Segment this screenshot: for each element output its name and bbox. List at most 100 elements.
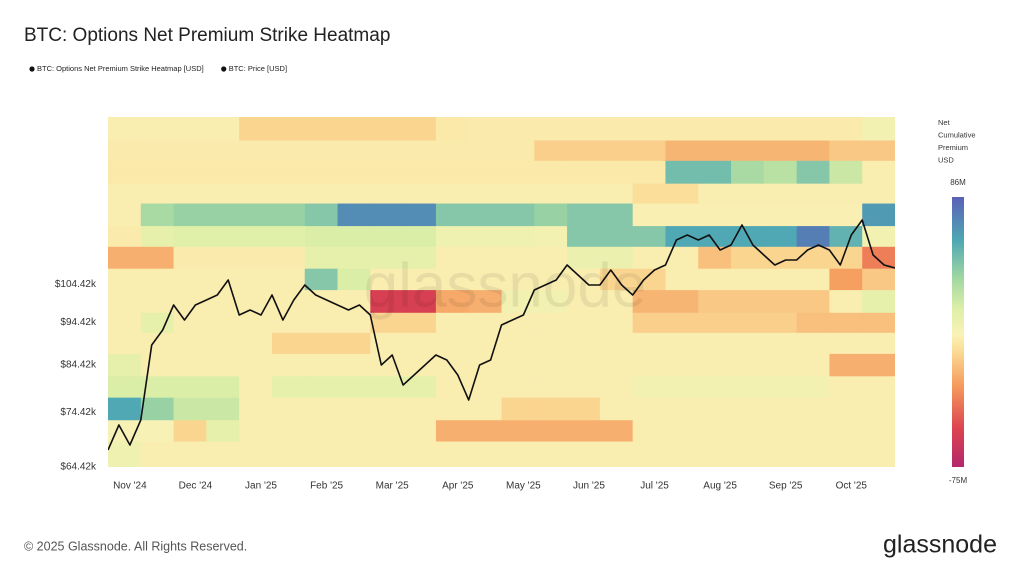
heat-cell bbox=[698, 397, 732, 421]
heat-cell bbox=[403, 183, 437, 204]
heat-cell bbox=[534, 268, 568, 291]
heat-cell bbox=[599, 160, 634, 184]
heat-cell bbox=[829, 203, 863, 227]
x-tick-label: Nov '24 bbox=[113, 481, 147, 492]
heat-cell bbox=[468, 312, 502, 333]
heat-cell bbox=[862, 332, 895, 354]
heat-cell bbox=[337, 246, 371, 269]
heat-cell bbox=[468, 441, 502, 467]
heat-cell bbox=[632, 140, 666, 161]
heat-cell bbox=[534, 117, 568, 141]
heat-cell bbox=[403, 332, 437, 354]
heat-cell bbox=[796, 140, 830, 161]
heat-cell bbox=[829, 225, 863, 247]
heat-cell bbox=[239, 203, 273, 227]
heat-cell bbox=[140, 225, 175, 247]
heat-cell bbox=[271, 203, 306, 227]
heat-cell bbox=[698, 268, 732, 291]
heat-cell bbox=[239, 183, 273, 204]
heat-cell bbox=[239, 246, 273, 269]
heat-cell bbox=[468, 140, 502, 161]
heat-cell bbox=[731, 332, 765, 354]
heat-cell bbox=[206, 225, 240, 247]
heat-cell bbox=[862, 353, 895, 377]
heat-cell bbox=[108, 117, 142, 141]
x-tick-label: Dec '24 bbox=[179, 481, 213, 492]
heat-cell bbox=[829, 289, 863, 313]
heat-cell bbox=[763, 225, 798, 247]
heat-cell bbox=[534, 203, 568, 227]
heat-cell bbox=[698, 183, 732, 204]
heat-cell bbox=[698, 332, 732, 354]
heat-cell bbox=[239, 117, 273, 141]
heat-cell bbox=[370, 246, 404, 269]
heat-cell bbox=[403, 419, 437, 442]
heat-cell bbox=[304, 160, 339, 184]
heat-cell bbox=[862, 140, 895, 161]
heat-cell bbox=[403, 140, 437, 161]
heat-cell bbox=[173, 419, 207, 442]
heat-cell bbox=[796, 353, 830, 377]
heat-cell bbox=[763, 419, 798, 442]
heat-cell bbox=[665, 289, 699, 313]
heat-cell bbox=[829, 332, 863, 354]
watermark: glassnode bbox=[364, 251, 647, 320]
heat-cell bbox=[271, 312, 306, 333]
x-tick-label: Sep '25 bbox=[769, 481, 803, 492]
heat-cell bbox=[763, 268, 798, 291]
heat-cell bbox=[403, 160, 437, 184]
heat-cell bbox=[435, 441, 470, 467]
heat-cell bbox=[632, 289, 666, 313]
heat-cell bbox=[304, 225, 339, 247]
heat-cell bbox=[599, 419, 634, 442]
heat-cell bbox=[140, 268, 175, 291]
colorbar-title: Premium bbox=[938, 143, 968, 152]
heat-cell bbox=[403, 225, 437, 247]
heat-cell bbox=[862, 203, 895, 227]
heat-cell bbox=[173, 203, 207, 227]
heat-cell bbox=[239, 289, 273, 313]
heat-cell bbox=[632, 160, 666, 184]
heat-cell bbox=[665, 397, 699, 421]
heat-cell bbox=[731, 289, 765, 313]
heat-cell bbox=[501, 441, 535, 467]
heat-cell bbox=[567, 203, 601, 227]
heat-cell bbox=[206, 160, 240, 184]
heat-cell bbox=[665, 203, 699, 227]
heat-cell bbox=[468, 225, 502, 247]
heat-cell bbox=[567, 312, 601, 333]
heat-cell bbox=[862, 419, 895, 442]
heat-cell bbox=[796, 419, 830, 442]
heat-cell bbox=[731, 203, 765, 227]
heat-cell bbox=[501, 419, 535, 442]
heat-cell bbox=[304, 203, 339, 227]
heat-cell bbox=[763, 353, 798, 377]
chart-title: BTC: Options Net Premium Strike Heatmap bbox=[24, 25, 390, 46]
heat-cell bbox=[632, 353, 666, 377]
heat-cell bbox=[304, 397, 339, 421]
heat-cell bbox=[370, 332, 404, 354]
heat-cell bbox=[370, 225, 404, 247]
heat-cell bbox=[796, 312, 830, 333]
x-tick-label: Jun '25 bbox=[573, 481, 605, 492]
heat-cell bbox=[239, 312, 273, 333]
heat-cell bbox=[665, 353, 699, 377]
heat-cell bbox=[763, 289, 798, 313]
heat-cell bbox=[173, 312, 207, 333]
heat-cell bbox=[632, 203, 666, 227]
heat-cell bbox=[534, 246, 568, 269]
heat-cell bbox=[108, 441, 142, 467]
heat-cell bbox=[501, 332, 535, 354]
heat-cell bbox=[239, 419, 273, 442]
heat-cell bbox=[698, 289, 732, 313]
heat-cell bbox=[796, 203, 830, 227]
heat-cell bbox=[763, 183, 798, 204]
heat-cell bbox=[567, 183, 601, 204]
heat-cell bbox=[731, 117, 765, 141]
heat-cell bbox=[501, 140, 535, 161]
heat-cell bbox=[698, 160, 732, 184]
x-tick-label: Oct '25 bbox=[836, 481, 868, 492]
heat-cell bbox=[239, 375, 273, 398]
heat-cell bbox=[337, 117, 371, 141]
heat-cell bbox=[501, 246, 535, 269]
